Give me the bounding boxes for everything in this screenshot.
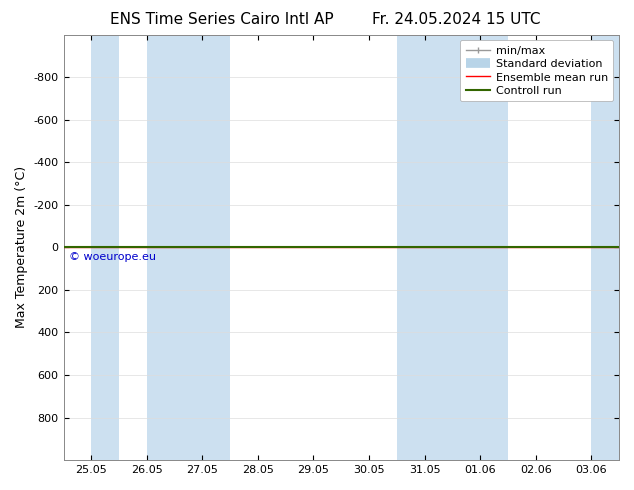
- Bar: [453, 35, 508, 460]
- Text: ENS Time Series Cairo Intl AP: ENS Time Series Cairo Intl AP: [110, 12, 333, 27]
- Bar: [91, 35, 119, 460]
- Text: © woeurope.eu: © woeurope.eu: [69, 252, 156, 262]
- Bar: [147, 35, 202, 460]
- Legend: min/max, Standard deviation, Ensemble mean run, Controll run: min/max, Standard deviation, Ensemble me…: [460, 40, 614, 101]
- Y-axis label: Max Temperature 2m (°C): Max Temperature 2m (°C): [15, 166, 28, 328]
- Bar: [397, 35, 453, 460]
- Bar: [592, 35, 619, 460]
- Text: Fr. 24.05.2024 15 UTC: Fr. 24.05.2024 15 UTC: [372, 12, 541, 27]
- Bar: [202, 35, 230, 460]
